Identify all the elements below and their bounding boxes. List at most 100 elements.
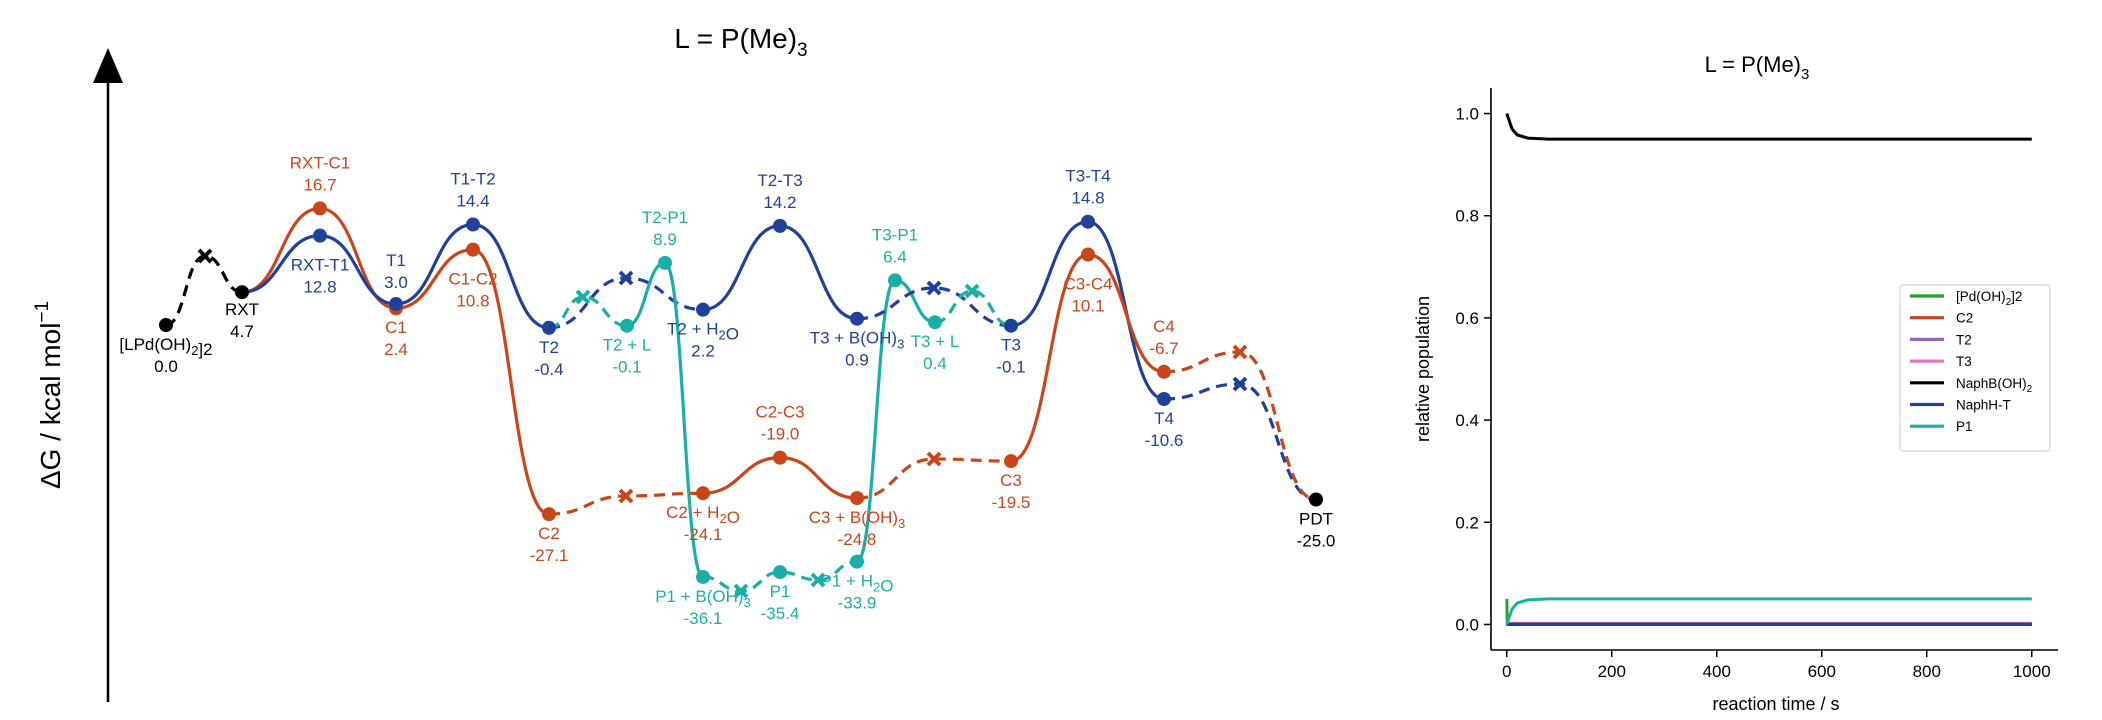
- state-point-pdt: [1309, 492, 1323, 507]
- state-point-t1t2: [466, 217, 480, 232]
- state-value-c2c3: -19.0: [761, 425, 800, 444]
- black-start-dashed-intermediate-marker: [197, 248, 213, 264]
- state-point-c2h2o: [696, 486, 710, 501]
- teal-p1-dashed-intermediate-marker: [810, 572, 826, 588]
- state-value-c3: -19.5: [992, 493, 1031, 512]
- state-label-t2l: T2 + L: [603, 336, 652, 355]
- state-point-t3boh: [850, 311, 864, 326]
- teal-t3-l-dashed-intermediate-marker: [964, 283, 980, 299]
- x-tick-label: 800: [1913, 662, 1941, 681]
- black-start-dashed-line: [165, 254, 243, 327]
- population-y-label: relative population: [1413, 296, 1433, 442]
- state-label-c1c2: C1-C2: [448, 270, 497, 289]
- state-value-rxtt1: 12.8: [303, 278, 336, 297]
- state-value-c3c4: 10.1: [1071, 297, 1104, 316]
- state-value-t3l: 0.4: [923, 354, 947, 373]
- population-x-label: reaction time / s: [1712, 694, 1839, 714]
- y-tick-label: 0.0: [1455, 615, 1479, 634]
- state-label-c3c4: C3-C4: [1063, 275, 1112, 294]
- state-value-t1: 3.0: [384, 273, 408, 292]
- legend-label-0: [Pd(OH)2]2: [1956, 289, 2022, 308]
- series-line-6: [1505, 597, 2032, 625]
- state-point-t2: [542, 320, 556, 335]
- state-point-lpd: [159, 318, 173, 332]
- state-point-t3p1: [888, 273, 902, 288]
- state-label-t2t3: T2-T3: [757, 171, 802, 190]
- population-chart-title: L = P(Me)3: [1705, 52, 1810, 83]
- teal-p1-dashed-line: [702, 560, 858, 593]
- state-point-p1h2o: [850, 554, 864, 569]
- state-label-t3l: T3 + L: [911, 332, 960, 351]
- x-tick-label: 200: [1598, 662, 1626, 681]
- state-value-t2: -0.4: [534, 360, 563, 379]
- state-point-c1c2: [466, 242, 480, 257]
- state-point-rxtc1: [313, 201, 327, 216]
- state-label-c3boh: C3 + B(OH)3: [809, 508, 906, 531]
- teal-p1-dashed-intermediate-marker: [733, 583, 749, 599]
- state-label-rxtt1: RXT-T1: [291, 256, 350, 275]
- state-point-t2t3: [773, 218, 787, 233]
- x-tick-label: 600: [1808, 662, 1836, 681]
- orange-c4-pdt-dashed-line: [1163, 350, 1317, 502]
- state-label-c4: C4: [1153, 317, 1175, 336]
- state-label-t3: T3: [1001, 336, 1021, 355]
- state-value-c2: -27.1: [530, 546, 569, 565]
- series-line-0: [1505, 598, 2032, 626]
- legend-label-4: NaphB(OH)2: [1956, 376, 2033, 395]
- legend: [Pd(OH)2]2 C2 T2 T3 NaphB(OH)2 NaphH-T P1: [1899, 284, 2051, 452]
- blue-t2-t3-path-line: [702, 224, 858, 321]
- state-value-c2h2o: -24.1: [684, 525, 723, 544]
- state-value-p1boh: -36.1: [684, 609, 723, 628]
- state-label-t1: T1: [386, 251, 406, 270]
- blue-t3-dashed-intermediate-marker: [926, 280, 942, 296]
- state-point-t2p1: [658, 255, 672, 270]
- state-point-t3: [1004, 318, 1018, 333]
- legend-box: [1899, 284, 2051, 452]
- teal-t3-p1-path-line: [855, 278, 936, 564]
- state-label-lpd: [LPd(OH)2]2: [119, 335, 212, 359]
- state-point-c3boh: [850, 491, 864, 506]
- state-label-p1: P1: [770, 582, 791, 601]
- state-value-p1: -35.4: [761, 604, 800, 623]
- legend-label-6: P1: [1956, 419, 1973, 434]
- x-tick-label: 0: [1502, 662, 1511, 681]
- state-point-t3l: [928, 315, 942, 330]
- state-value-lpd: 0.0: [154, 357, 178, 376]
- state-point-c2: [542, 507, 556, 522]
- state-label-t4: T4: [1154, 409, 1174, 428]
- state-label-t2p1: T2-P1: [642, 208, 688, 227]
- state-point-t2l: [620, 318, 634, 333]
- state-value-t2t3: 14.2: [763, 193, 796, 212]
- legend-label-1: C2: [1956, 311, 1973, 326]
- state-value-rxtc1: 16.7: [303, 175, 336, 194]
- population-chart: L = P(Me)3 0 200 400 600 800 1000 0.0 0.2 0.4 0.6…: [1413, 52, 2058, 714]
- state-value-c1c2: 10.8: [456, 292, 489, 311]
- state-label-pdt: PDT: [1299, 510, 1333, 529]
- state-label-rxt: RXT: [225, 300, 259, 319]
- state-point-c3: [1004, 454, 1018, 469]
- state-label-c1: C1: [385, 318, 407, 337]
- blue-t2-h2o-dashed-intermediate-marker: [618, 270, 634, 286]
- state-value-t2l: -0.1: [612, 358, 641, 377]
- state-value-p1h2o: -33.9: [838, 594, 877, 613]
- state-value-c1: 2.4: [384, 340, 408, 359]
- y-tick-label: 0.4: [1455, 411, 1479, 430]
- state-label-c2: C2: [538, 524, 560, 543]
- y-tick-label: 0.2: [1455, 513, 1479, 532]
- state-label-t2h2o: T2 + H2O: [667, 320, 739, 344]
- state-value-t1t2: 14.4: [456, 191, 489, 210]
- teal-t2-p1-path-line: [626, 261, 705, 579]
- state-value-t2h2o: 2.2: [691, 342, 715, 361]
- state-point-t1: [389, 297, 403, 312]
- state-label-t3boh: T3 + B(OH)3: [810, 329, 905, 352]
- orange-c2-h2o-dashed-intermediate-marker: [618, 488, 634, 504]
- state-point-t3t4: [1081, 214, 1095, 229]
- teal-t2-l-dashed-intermediate-marker: [575, 289, 591, 305]
- state-point-c2c3: [773, 450, 787, 465]
- state-value-t2p1: 8.9: [653, 230, 677, 249]
- state-value-t3: -0.1: [996, 358, 1025, 377]
- y-tick-label: 0.6: [1455, 309, 1479, 328]
- energy-axis-label: ΔG / kcal mol−1: [32, 301, 66, 489]
- state-point-c4: [1157, 364, 1171, 379]
